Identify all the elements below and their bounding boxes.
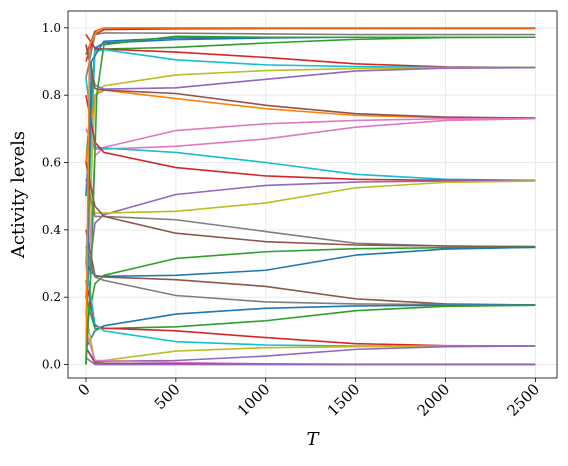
series-line-24 xyxy=(85,304,536,349)
series-line-17 xyxy=(85,162,536,214)
series-line-16 xyxy=(85,179,536,298)
x-tick-label: 1500 xyxy=(324,380,364,420)
x-tick-label: 1000 xyxy=(234,380,274,420)
series-line-22 xyxy=(85,229,536,306)
y-tick-label: 0.6 xyxy=(42,156,61,170)
x-tick-label: 500 xyxy=(151,380,184,413)
series-line-19 xyxy=(85,162,536,248)
y-tick-label: 1.0 xyxy=(42,21,61,35)
series-line-12 xyxy=(85,117,536,315)
series-line-23 xyxy=(85,246,536,306)
y-tick-label: 0.2 xyxy=(42,290,61,304)
y-axis-label: Activity levels xyxy=(8,131,29,259)
series-line-34 xyxy=(85,27,536,365)
series-line-18 xyxy=(85,179,536,248)
y-tick-label: 0.4 xyxy=(42,223,61,237)
plot-frame xyxy=(67,10,558,379)
ticks-layer: 0 500 1000 1500 2000 2500 0.0 0.2 0.4 0.6 0.8 1.0 xyxy=(42,21,543,420)
series-line-3 xyxy=(85,32,536,79)
series-line-25 xyxy=(85,296,536,330)
series-line-21 xyxy=(85,246,536,278)
y-tick-label: 0.0 xyxy=(42,358,61,372)
series-line-9 xyxy=(85,44,536,90)
x-tick-label: 2500 xyxy=(504,380,544,420)
series-line-35 xyxy=(85,35,536,365)
x-axis-label: T xyxy=(306,429,320,450)
series-line-11 xyxy=(85,44,536,119)
series-line-7 xyxy=(85,48,536,264)
series-line-15 xyxy=(85,95,536,182)
series-line-6 xyxy=(85,34,536,69)
series-line-14 xyxy=(85,78,536,182)
x-tick-label: 2000 xyxy=(414,380,454,420)
x-tick-label: 0 xyxy=(74,380,93,399)
series-layer xyxy=(85,27,536,366)
series-line-20 xyxy=(85,246,536,332)
series-line-13 xyxy=(85,117,536,150)
y-tick-label: 0.8 xyxy=(42,88,61,102)
series-line-32 xyxy=(85,357,536,366)
